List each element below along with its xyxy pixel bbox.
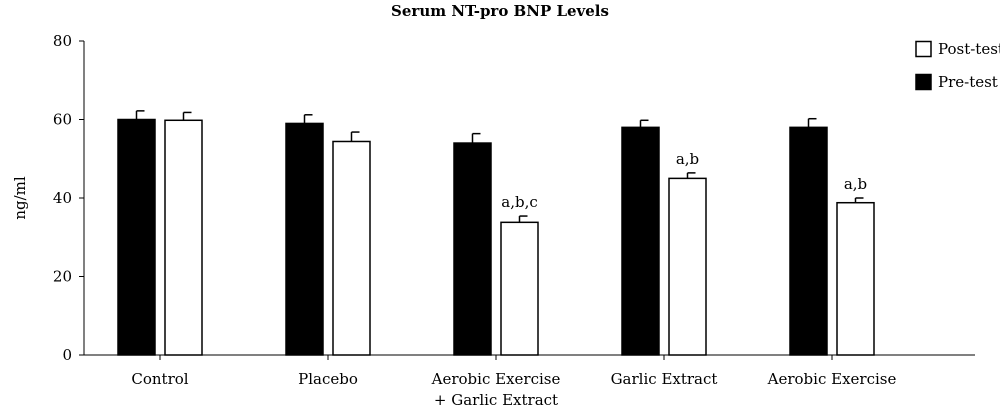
x-tick-label: + Garlic Extract <box>434 391 558 409</box>
bar-post-test <box>668 177 707 356</box>
bar-pre-test <box>117 118 156 356</box>
x-tick-label: Placebo <box>298 370 358 388</box>
bar-post-test <box>332 140 371 356</box>
x-tick-label: Aerobic Exercise <box>767 370 897 388</box>
significance-label: a,b <box>844 175 867 193</box>
bar-pre-test <box>285 122 324 356</box>
y-tick-label: 80 <box>53 32 72 50</box>
x-tick-label: Control <box>131 370 188 388</box>
y-tick-label: 40 <box>53 189 72 207</box>
bar-post-test <box>836 201 875 356</box>
bar-pre-test <box>621 126 660 356</box>
legend: Post-test Pre-test <box>915 40 1000 91</box>
significance-label: a,b,c <box>501 193 537 211</box>
bar-post-test <box>500 221 539 356</box>
legend-label: Post-test <box>938 40 1000 58</box>
x-tick-label: Aerobic Exercise <box>431 370 561 388</box>
y-tick-label: 20 <box>53 268 72 286</box>
significance-label: a,b <box>676 150 699 168</box>
bar-post-test <box>164 119 203 356</box>
chart-title: Serum NT-pro BNP Levels <box>391 2 609 20</box>
legend-label: Pre-test <box>938 73 998 91</box>
bar-pre-test <box>453 142 492 356</box>
legend-swatch <box>915 40 932 58</box>
bar-pre-test <box>789 126 828 356</box>
bars: a,b,c a,b a,b <box>117 110 875 356</box>
y-tick-label: 0 <box>62 346 72 364</box>
y-tick-label: 60 <box>53 111 72 129</box>
axes: 0 20 40 60 80 ng/ml Control Placebo Aerobic Exer… <box>11 32 975 409</box>
y-axis-label: ng/ml <box>11 176 29 220</box>
legend-swatch <box>915 73 932 91</box>
x-tick-label: Garlic Extract <box>611 370 718 388</box>
